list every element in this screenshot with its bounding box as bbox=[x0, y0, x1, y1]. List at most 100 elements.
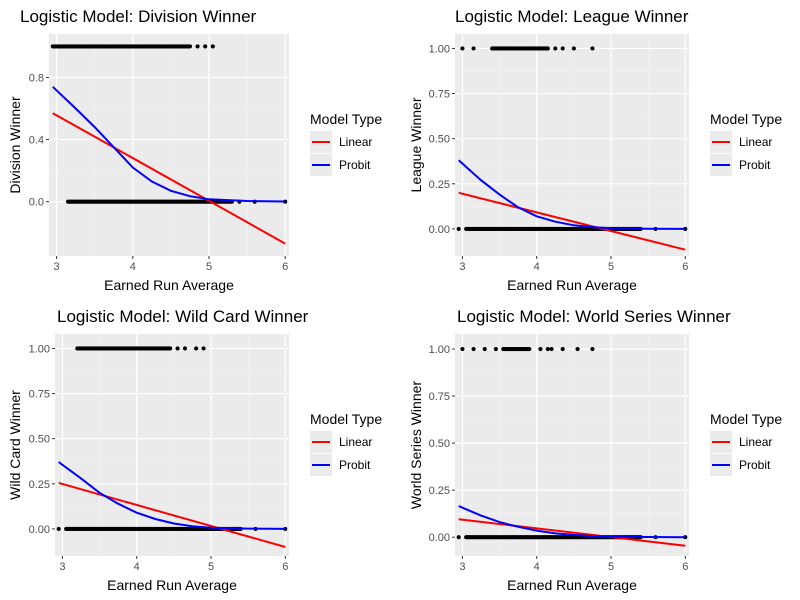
data-point bbox=[203, 44, 208, 49]
x-tick-label: 3 bbox=[54, 261, 60, 273]
legend-title: Model Type bbox=[710, 111, 782, 127]
y-axis-title: Division Winner bbox=[7, 96, 23, 194]
data-point bbox=[482, 346, 487, 352]
y-tick-label: 0.25 bbox=[29, 479, 50, 491]
series-line-probit bbox=[52, 86, 286, 203]
x-tick-label: 5 bbox=[206, 261, 212, 273]
x-tick-label: 3 bbox=[459, 261, 465, 273]
x-axis-title: Earned Run Average bbox=[107, 577, 237, 593]
y-tick-label: 1.00 bbox=[429, 344, 450, 356]
series-line-linear bbox=[52, 112, 286, 245]
x-axis-title: Earned Run Average bbox=[507, 577, 637, 593]
plot-background bbox=[455, 34, 689, 256]
data-point bbox=[590, 46, 595, 51]
chart-panel-1: 3 4 5 6 0.0 0.4 0.8 Logistic Model: Division Wi… bbox=[7, 7, 382, 293]
y-tick-label: 0.4 bbox=[29, 135, 44, 147]
chart-title: Logistic Model: World Series Winner bbox=[457, 307, 731, 326]
chart-title: Logistic Model: Division Winner bbox=[20, 7, 257, 26]
legend-title: Model Type bbox=[710, 411, 782, 427]
data-point bbox=[545, 346, 550, 352]
legend: Model Type Linear Probit bbox=[710, 111, 782, 176]
x-axis-title: Earned Run Average bbox=[507, 277, 637, 293]
y-tick-label: 0.75 bbox=[29, 389, 50, 401]
data-point bbox=[456, 226, 461, 232]
x-tick-label: 6 bbox=[682, 261, 688, 273]
y-tick-label: 0.25 bbox=[429, 485, 450, 497]
chart-title: Logistic Model: Wild Card Winner bbox=[57, 307, 309, 326]
legend-label-probit: Probit bbox=[339, 158, 371, 172]
plot-background bbox=[455, 334, 689, 556]
legend-label-probit: Probit bbox=[739, 158, 771, 172]
series-line-linear bbox=[58, 481, 286, 548]
data-point bbox=[471, 346, 476, 352]
legend-label-linear: Linear bbox=[339, 135, 372, 149]
data-point bbox=[560, 346, 565, 352]
x-tick-label: 4 bbox=[534, 561, 540, 573]
series-line-probit bbox=[458, 159, 686, 230]
y-tick-label: 0.50 bbox=[429, 438, 450, 450]
data-point bbox=[456, 535, 461, 540]
legend: Model Type Linear Probit bbox=[710, 411, 782, 476]
x-tick-label: 3 bbox=[59, 561, 65, 573]
data-point bbox=[575, 346, 580, 352]
data-point bbox=[194, 346, 199, 351]
y-tick-label: 0.50 bbox=[29, 434, 50, 446]
y-axis-title: World Series Winner bbox=[408, 381, 424, 509]
x-tick-label: 6 bbox=[682, 561, 688, 573]
x-tick-label: 5 bbox=[608, 561, 614, 573]
x-tick-label: 6 bbox=[282, 561, 288, 573]
data-point bbox=[471, 46, 476, 51]
legend: Model Type Linear Probit bbox=[310, 411, 382, 476]
y-tick-label: 0.00 bbox=[429, 224, 450, 236]
x-tick-label: 3 bbox=[459, 561, 465, 573]
legend-label-linear: Linear bbox=[339, 435, 372, 449]
data-point bbox=[527, 346, 532, 352]
legend-label-probit: Probit bbox=[339, 458, 371, 472]
data-point bbox=[560, 46, 565, 51]
data-point bbox=[56, 526, 61, 532]
plot-background bbox=[49, 34, 289, 256]
x-tick-label: 4 bbox=[134, 561, 140, 573]
legend-title: Model Type bbox=[310, 411, 382, 427]
data-point bbox=[168, 346, 173, 351]
legend: Model Type Linear Probit bbox=[310, 111, 382, 176]
y-tick-label: 0.25 bbox=[429, 179, 450, 191]
x-tick-label: 6 bbox=[282, 261, 288, 273]
data-point bbox=[201, 346, 206, 351]
y-tick-label: 0.8 bbox=[29, 72, 44, 84]
x-tick-label: 5 bbox=[608, 261, 614, 273]
y-tick-label: 1.00 bbox=[29, 343, 50, 355]
series-line-linear bbox=[458, 518, 686, 547]
legend-label-linear: Linear bbox=[739, 435, 772, 449]
x-tick-label: 4 bbox=[130, 261, 136, 273]
y-tick-label: 0.50 bbox=[429, 134, 450, 146]
data-point bbox=[571, 46, 576, 51]
data-point bbox=[195, 44, 200, 49]
chart-panel-2: 3 4 5 6 0.00 0.25 0.50 0.75 1.00 Logistic Model: … bbox=[408, 7, 782, 293]
y-tick-label: 0.00 bbox=[429, 532, 450, 544]
data-point bbox=[545, 46, 550, 51]
data-point bbox=[187, 44, 193, 49]
chart-panel-4: 3 4 5 6 0.00 0.25 0.50 0.75 1.00 Logistic Model: … bbox=[408, 307, 782, 593]
y-tick-label: 0.00 bbox=[29, 524, 50, 536]
series-line-probit bbox=[458, 505, 686, 539]
y-tick-label: 0.75 bbox=[429, 89, 450, 101]
y-tick-label: 1.00 bbox=[429, 43, 450, 55]
x-axis-title: Earned Run Average bbox=[104, 277, 234, 293]
data-point bbox=[549, 346, 554, 352]
y-axis-title: League Winner bbox=[408, 97, 424, 192]
data-point bbox=[460, 346, 465, 352]
y-tick-label: 0.0 bbox=[29, 197, 44, 209]
data-point bbox=[460, 46, 465, 51]
chart-panel-3: 3 4 5 6 0.00 0.25 0.50 0.75 1.00 Logistic Model: … bbox=[7, 307, 382, 593]
series-line-linear bbox=[458, 191, 686, 251]
legend-label-probit: Probit bbox=[739, 458, 771, 472]
data-point bbox=[182, 346, 188, 351]
data-point bbox=[175, 346, 180, 351]
data-point bbox=[590, 346, 595, 352]
series-line-probit bbox=[58, 461, 286, 530]
legend-title: Model Type bbox=[310, 111, 382, 127]
y-tick-label: 0.75 bbox=[429, 391, 450, 403]
chart-title: Logistic Model: League Winner bbox=[455, 7, 689, 26]
